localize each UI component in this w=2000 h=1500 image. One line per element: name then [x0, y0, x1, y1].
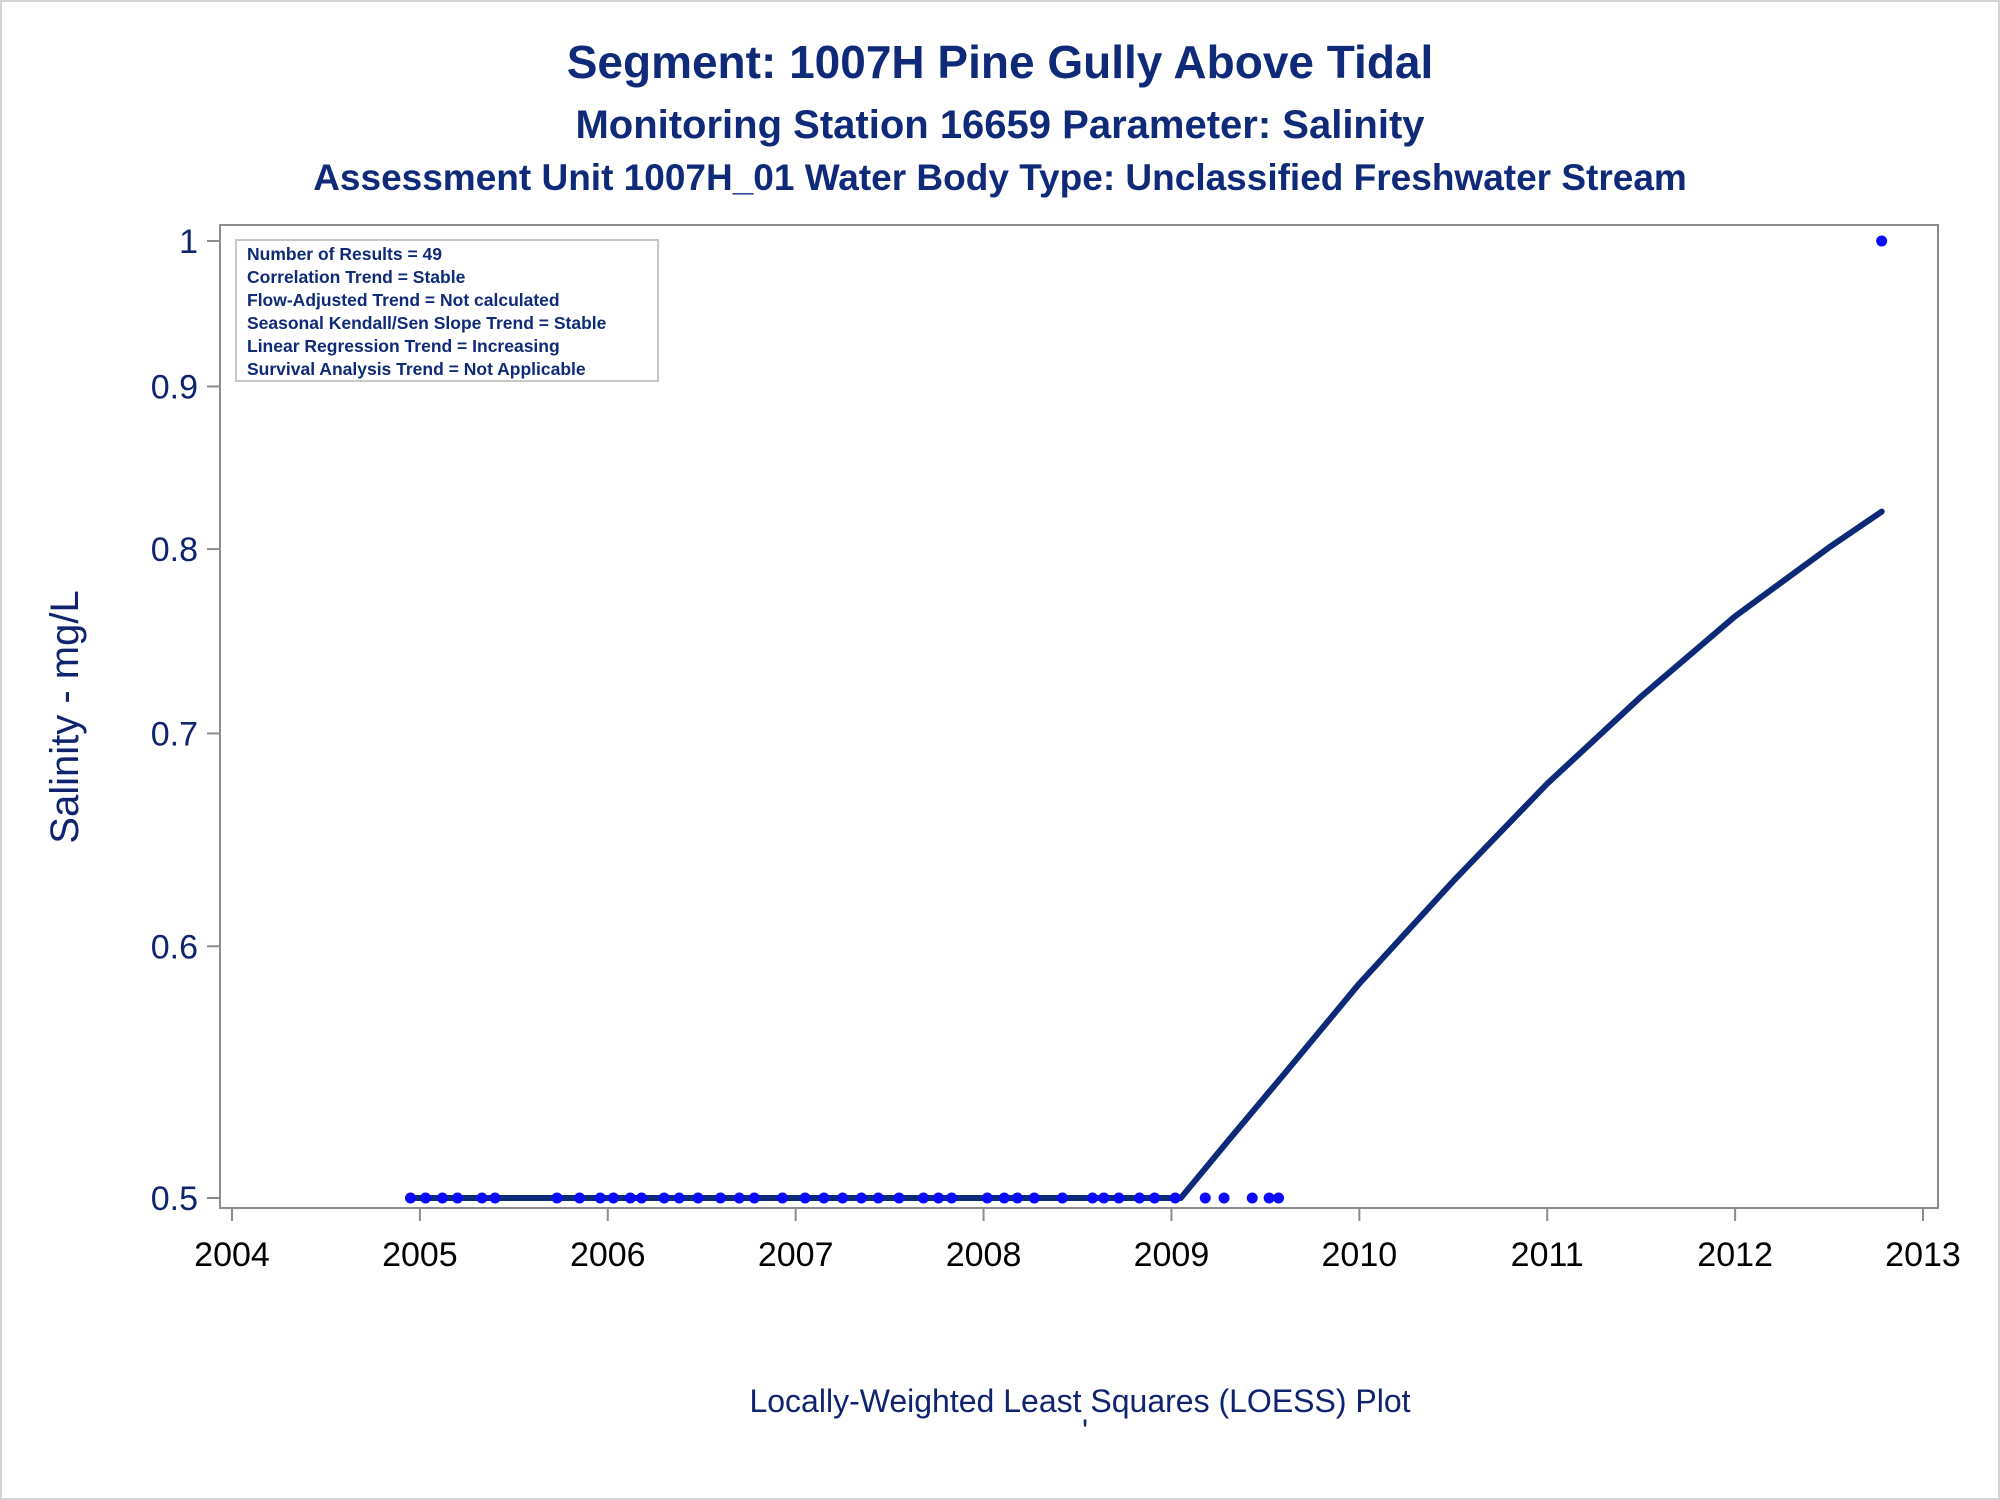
- data-point: [1169, 1192, 1181, 1204]
- data-point: [748, 1192, 760, 1204]
- y-axis: 0.5 0.6 0.7 0.8 0.9 1: [151, 223, 220, 1218]
- data-point: [818, 1192, 830, 1204]
- chart-title: Segment: 1007H Pine Gully Above Tidal: [567, 36, 1434, 88]
- data-point: [733, 1192, 745, 1204]
- data-point: [1056, 1192, 1068, 1204]
- y-tick-label: 0.6: [151, 928, 198, 966]
- stats-box-frame: [235, 239, 659, 382]
- data-point: [837, 1192, 849, 1204]
- data-point: [1218, 1192, 1230, 1204]
- stats-line-linear-regression: Linear Regression Trend = Increasing: [247, 336, 560, 356]
- data-point: [594, 1192, 606, 1204]
- data-point: [1263, 1192, 1275, 1204]
- data-point: [893, 1192, 905, 1204]
- y-tick-label: 0.5: [151, 1180, 198, 1218]
- x-tick-label: 2007: [758, 1236, 834, 1274]
- data-point: [1199, 1192, 1211, 1204]
- data-point: [799, 1192, 811, 1204]
- data-point: [436, 1192, 448, 1204]
- data-point: [489, 1192, 501, 1204]
- data-point: [658, 1192, 670, 1204]
- x-tick-label: 2009: [1134, 1236, 1210, 1274]
- data-point: [855, 1192, 867, 1204]
- y-tick-label: 0.9: [151, 368, 198, 406]
- data-point: [1028, 1192, 1040, 1204]
- data-point: [1246, 1192, 1258, 1204]
- plot-area: [219, 224, 1939, 1209]
- data-point: [624, 1192, 636, 1204]
- x-tick-label: 2011: [1511, 1236, 1584, 1274]
- y-tick-label: 1: [179, 223, 198, 261]
- data-point: [1149, 1192, 1161, 1204]
- data-point: [946, 1192, 958, 1204]
- data-point: [1087, 1192, 1099, 1204]
- stats-line-survival-analysis: Survival Analysis Trend = Not Applicable: [247, 359, 586, 379]
- data-point: [932, 1192, 944, 1204]
- x-tick-label: 2004: [194, 1236, 270, 1274]
- data-point: [998, 1192, 1010, 1204]
- data-point: [1098, 1192, 1110, 1204]
- data-point: [1876, 235, 1888, 247]
- data-point: [692, 1192, 704, 1204]
- stats-box: Number of Results = 49 Correlation Trend…: [235, 239, 659, 382]
- footnote: Locally-Weighted Least Squares (LOESS) P…: [749, 1383, 1410, 1419]
- x-tick-label: 2012: [1697, 1236, 1773, 1274]
- data-point: [872, 1192, 884, 1204]
- data-point: [981, 1192, 993, 1204]
- data-point: [636, 1192, 648, 1204]
- data-point: [574, 1192, 586, 1204]
- data-point: [476, 1192, 488, 1204]
- y-axis-label: Salinity - mg/L: [43, 590, 87, 843]
- data-point: [715, 1192, 727, 1204]
- data-point: [1273, 1192, 1285, 1204]
- data-point: [551, 1192, 563, 1204]
- x-tick-label: 2005: [382, 1236, 458, 1274]
- x-tick-label: 2006: [570, 1236, 646, 1274]
- data-point: [451, 1192, 463, 1204]
- data-point: [607, 1192, 619, 1204]
- data-point: [1134, 1192, 1146, 1204]
- data-point: [777, 1192, 789, 1204]
- data-point: [1113, 1192, 1125, 1204]
- y-tick-label: 0.8: [151, 531, 198, 569]
- loess-curve: [407, 508, 1885, 1201]
- data-point: [673, 1192, 685, 1204]
- x-tick-label: 2010: [1322, 1236, 1398, 1274]
- x-axis: 2004 2005 2006 2007 2008 2009 2010 2011 2012 2013: [194, 1208, 1961, 1274]
- chart-subtitle-2: Assessment Unit 1007H_01 Water Body Type…: [313, 157, 1687, 198]
- data-point: [1011, 1192, 1023, 1204]
- data-point: [420, 1192, 432, 1204]
- footnote-mark: ': [1082, 1413, 1088, 1449]
- data-point: [404, 1192, 416, 1204]
- stats-line-flow-adjusted: Flow-Adjusted Trend = Not calculated: [247, 290, 560, 310]
- data-point: [917, 1192, 929, 1204]
- stats-line-correlation: Correlation Trend = Stable: [247, 267, 466, 287]
- data-points: [404, 235, 1888, 1204]
- x-tick-label: 2013: [1885, 1236, 1961, 1274]
- y-tick-label: 0.7: [151, 715, 198, 753]
- chart-subtitle: Monitoring Station 16659 Parameter: Sali…: [575, 103, 1425, 147]
- stats-line-results: Number of Results = 49: [247, 244, 442, 264]
- x-tick-label: 2008: [946, 1236, 1022, 1274]
- stats-line-seasonal-kendall: Seasonal Kendall/Sen Slope Trend = Stabl…: [247, 313, 607, 333]
